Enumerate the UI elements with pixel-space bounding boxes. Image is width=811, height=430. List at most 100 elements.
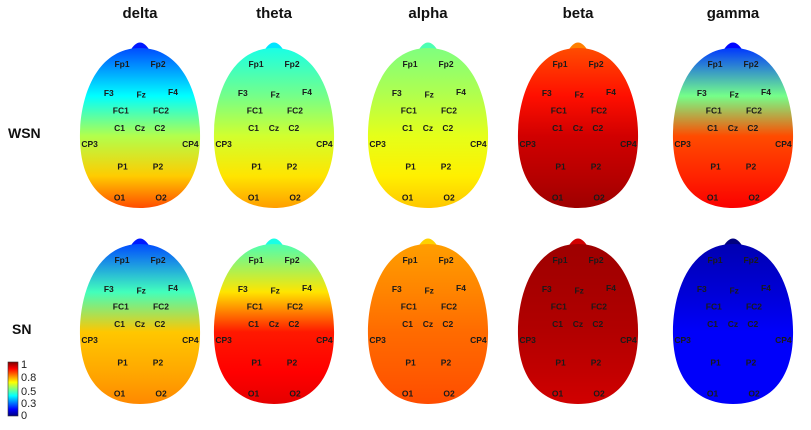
electrode-label: P1 bbox=[117, 161, 128, 171]
electrode-label: Cz bbox=[135, 319, 145, 329]
electrode-label: C2 bbox=[288, 123, 299, 133]
electrode-label: C2 bbox=[288, 319, 299, 329]
scalp-map bbox=[213, 48, 335, 208]
band-title-theta: theta bbox=[256, 5, 292, 22]
electrode-label: Fp1 bbox=[114, 59, 129, 69]
electrode-label: F4 bbox=[761, 87, 771, 97]
electrode-label: F3 bbox=[697, 284, 707, 294]
electrode-label: Fp1 bbox=[402, 255, 417, 265]
scalp-map bbox=[517, 244, 639, 404]
electrode-label: Fp2 bbox=[743, 255, 758, 265]
electrode-label: FC1 bbox=[706, 105, 722, 115]
electrode-label: P1 bbox=[251, 357, 262, 367]
electrode-label: P2 bbox=[153, 357, 164, 367]
electrode-label: F4 bbox=[606, 87, 616, 97]
electrode-label: FC1 bbox=[247, 301, 263, 311]
electrode-label: P1 bbox=[117, 357, 128, 367]
row-label-wsn: WSN bbox=[8, 125, 41, 141]
electrode-label: FC1 bbox=[706, 301, 722, 311]
electrode-label: FC2 bbox=[746, 301, 762, 311]
electrode-label: F4 bbox=[168, 87, 178, 97]
electrode-label: Cz bbox=[423, 319, 433, 329]
electrode-label: O1 bbox=[114, 193, 126, 203]
electrode-label: F3 bbox=[392, 88, 402, 98]
electrode-label: O2 bbox=[289, 193, 301, 203]
electrode-label: P1 bbox=[405, 357, 416, 367]
electrode-label: Fz bbox=[424, 89, 433, 99]
electrode-label: Fp2 bbox=[150, 255, 165, 265]
electrode-label: FC2 bbox=[591, 301, 607, 311]
electrode-label: Fp2 bbox=[588, 59, 603, 69]
electrode-label: F4 bbox=[302, 283, 312, 293]
electrode-label: O1 bbox=[402, 193, 414, 203]
electrode-label: O2 bbox=[593, 389, 605, 399]
electrode-label: CP4 bbox=[470, 335, 487, 345]
electrode-label: C2 bbox=[592, 319, 603, 329]
electrode-label: O2 bbox=[748, 193, 760, 203]
electrode-label: Fp1 bbox=[402, 59, 417, 69]
electrode-label: C1 bbox=[248, 319, 259, 329]
electrode-label: Cz bbox=[135, 123, 145, 133]
electrode-label: C2 bbox=[747, 123, 758, 133]
electrode-label: Cz bbox=[573, 319, 583, 329]
electrode-label: CP4 bbox=[182, 335, 199, 345]
electrode-label: FC2 bbox=[441, 301, 457, 311]
scalp-map bbox=[672, 244, 794, 404]
electrode-label: P2 bbox=[591, 161, 602, 171]
row-label-sn: SN bbox=[12, 321, 31, 337]
electrode-label: P2 bbox=[591, 357, 602, 367]
electrode-label: FC2 bbox=[287, 105, 303, 115]
head-map-wsn-theta: Fp1 Fp2 F3 Fz F4 FC1 FC2 C1 Cz C2 CP3 CP4 P1 P2 O1 O2 bbox=[213, 42, 335, 208]
electrode-label: Fz bbox=[729, 285, 738, 295]
electrode-label: C2 bbox=[747, 319, 758, 329]
electrode-label: Fp2 bbox=[284, 255, 299, 265]
electrode-label: FC1 bbox=[113, 301, 129, 311]
colorbar-tick: 1 bbox=[21, 359, 27, 371]
electrode-label: C1 bbox=[248, 123, 259, 133]
electrode-label: F3 bbox=[238, 284, 248, 294]
electrode-label: P2 bbox=[746, 161, 757, 171]
electrode-label: C1 bbox=[707, 123, 718, 133]
electrode-label: CP3 bbox=[215, 139, 232, 149]
electrode-label: Fz bbox=[136, 89, 145, 99]
electrode-label: F4 bbox=[168, 283, 178, 293]
electrode-label: O1 bbox=[707, 193, 719, 203]
electrode-label: O2 bbox=[289, 389, 301, 399]
electrode-label: C2 bbox=[442, 123, 453, 133]
electrode-label: O1 bbox=[114, 389, 126, 399]
colorbar-tick: 0.5 bbox=[21, 386, 36, 398]
electrode-label: Fp2 bbox=[150, 59, 165, 69]
electrode-label: CP4 bbox=[775, 335, 792, 345]
electrode-label: Fp1 bbox=[707, 255, 722, 265]
electrode-label: Fz bbox=[574, 89, 583, 99]
colorbar-tick: 0.3 bbox=[21, 398, 36, 410]
electrode-label: Fp1 bbox=[248, 59, 263, 69]
head-map-sn-alpha: Fp1 Fp2 F3 Fz F4 FC1 FC2 C1 Cz C2 CP3 CP4 P1 P2 O1 O2 bbox=[367, 238, 489, 404]
scalp-map bbox=[367, 244, 489, 404]
electrode-label: FC1 bbox=[113, 105, 129, 115]
colorbar-tick: 0.8 bbox=[21, 372, 36, 384]
electrode-label: Fp2 bbox=[284, 59, 299, 69]
electrode-label: Cz bbox=[728, 319, 738, 329]
electrode-label: FC2 bbox=[591, 105, 607, 115]
electrode-label: C1 bbox=[402, 319, 413, 329]
electrode-label: Fz bbox=[270, 89, 279, 99]
electrode-label: P1 bbox=[251, 161, 262, 171]
electrode-label: CP3 bbox=[81, 335, 98, 345]
colorbar: 1 0.8 0.5 0.3 0 bbox=[7, 359, 36, 422]
head-map-sn-beta: Fp1 Fp2 F3 Fz F4 FC1 FC2 C1 Cz C2 CP3 CP4 P1 P2 O1 O2 bbox=[517, 238, 639, 404]
electrode-label: FC2 bbox=[287, 301, 303, 311]
electrode-label: P2 bbox=[746, 357, 757, 367]
electrode-label: CP4 bbox=[620, 139, 637, 149]
electrode-label: P2 bbox=[287, 357, 298, 367]
electrode-label: O2 bbox=[155, 389, 167, 399]
electrode-label: O1 bbox=[248, 193, 260, 203]
electrode-label: Fz bbox=[270, 285, 279, 295]
band-title-beta: beta bbox=[563, 5, 595, 22]
electrode-label: CP3 bbox=[519, 335, 536, 345]
electrode-label: CP4 bbox=[470, 139, 487, 149]
electrode-label: C2 bbox=[154, 123, 165, 133]
electrode-label: CP3 bbox=[674, 335, 691, 345]
electrode-label: P1 bbox=[555, 357, 566, 367]
